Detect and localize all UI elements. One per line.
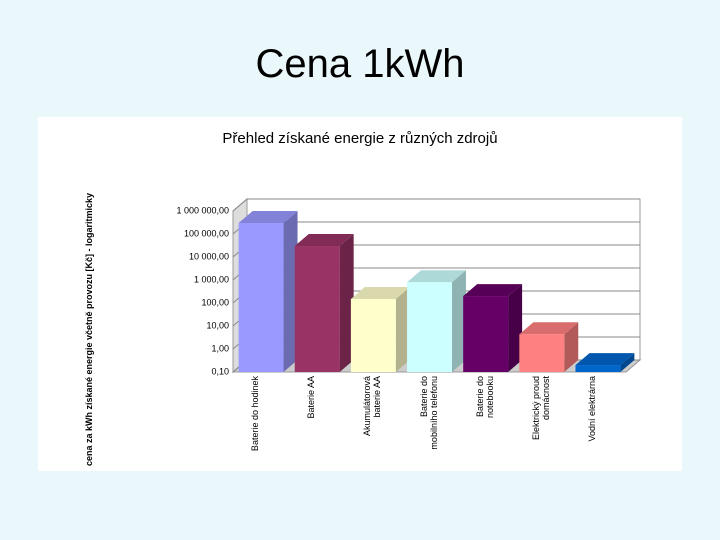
x-tick-label: Baterie do hodinek — [250, 376, 261, 452]
x-tick-label: Vodní elektrárna — [586, 376, 597, 442]
x-tick-label: Baterie AA — [306, 376, 317, 419]
bar-side — [620, 353, 635, 372]
bar-side — [564, 322, 579, 372]
chart-panel: Přehled získané energie z různých zdrojů… — [38, 117, 682, 471]
bar — [294, 246, 340, 372]
bar-top — [463, 284, 523, 297]
y-tick-label: 1,00 — [211, 343, 229, 353]
bar — [575, 365, 621, 372]
x-tick-label: Akumulátorová baterie AA — [362, 376, 383, 437]
y-tick-label: 100,00 — [201, 297, 229, 307]
y-tick-label: 1 000 000,00 — [176, 205, 229, 215]
slide-title: Cena 1kWh — [255, 42, 465, 86]
y-tick-label: 1 000,00 — [194, 274, 229, 284]
bar — [463, 296, 509, 372]
x-tick-label: Elektrický proud domácnost — [530, 376, 551, 441]
bar-top — [407, 270, 466, 283]
bar — [407, 282, 452, 372]
chart-title: Přehled získané energie z různých zdrojů — [222, 130, 497, 147]
bar — [238, 223, 284, 372]
bar-side — [451, 270, 466, 372]
bar — [519, 334, 565, 372]
bar-top — [575, 353, 635, 366]
bar-side — [283, 211, 298, 372]
y-tick-label: 100 000,00 — [184, 228, 229, 238]
y-axis-label: cena za kWh získané energie včetně provo… — [84, 192, 94, 467]
y-tick-label: 10,00 — [206, 320, 229, 330]
bar-top — [350, 286, 410, 299]
grid-line-side — [232, 198, 248, 212]
bar — [350, 298, 396, 372]
bar-side — [395, 286, 410, 372]
x-tick-label: Baterie do mobilního telefonu — [418, 376, 439, 450]
chart: Přehled získané energie z různých zdrojů… — [176, 130, 642, 376]
bar-top — [519, 322, 579, 335]
y-tick-label: 0,10 — [211, 366, 229, 376]
bar-top — [294, 234, 354, 247]
bar-side — [339, 234, 354, 372]
y-tick-label: 10 000,00 — [189, 251, 229, 261]
bar-top — [238, 211, 298, 224]
x-tick-label: Baterie do notebooku — [474, 376, 495, 419]
bar-side — [508, 284, 523, 372]
